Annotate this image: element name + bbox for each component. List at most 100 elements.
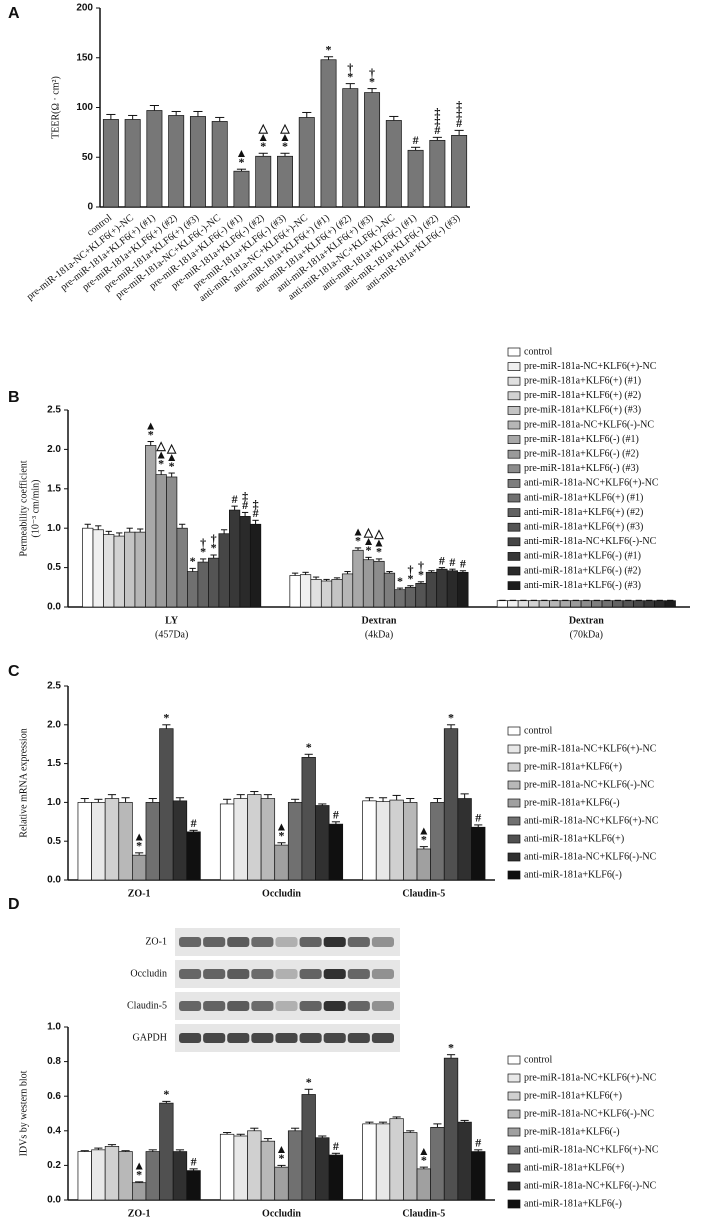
significance-marker: * bbox=[163, 711, 169, 725]
significance-marker: ‡ bbox=[434, 105, 440, 119]
y-tick-label: 0.8 bbox=[47, 1056, 61, 1067]
bar bbox=[362, 800, 377, 881]
bar bbox=[134, 531, 146, 608]
x-tick-label: Dextran bbox=[569, 615, 604, 626]
y-tick-label: 0.0 bbox=[47, 1195, 61, 1206]
bar bbox=[233, 1135, 248, 1201]
legend-label: anti-miR-181a-NC+KLF6(-)-NC bbox=[524, 851, 657, 862]
bar bbox=[496, 600, 509, 608]
significance-marker: # bbox=[191, 1155, 197, 1169]
blot-label: Claudin-5 bbox=[127, 1000, 167, 1011]
significance-marker: △ bbox=[279, 121, 290, 135]
legend-label: pre-miR-181a-NC+KLF6(+)-NC bbox=[524, 361, 657, 372]
significance-marker: ‡ bbox=[434, 114, 440, 128]
bar bbox=[233, 798, 248, 881]
significance-marker: △ bbox=[373, 527, 384, 541]
significance-marker: # bbox=[439, 553, 445, 567]
legend-label: pre-miR-181a-NC+KLF6(-)-NC bbox=[524, 1108, 654, 1119]
bar bbox=[443, 728, 459, 881]
blot-band bbox=[251, 1033, 274, 1043]
significance-marker: ▲ bbox=[276, 820, 288, 834]
y-tick-label: 100 bbox=[76, 102, 93, 113]
legend-label: anti-miR-181a-NC+KLF6(+)-NC bbox=[524, 478, 659, 489]
legend-swatch bbox=[507, 435, 521, 444]
x-tick-label: Occludin bbox=[262, 888, 301, 899]
significance-marker: * bbox=[421, 832, 427, 846]
x-tick-label: Claudin-5 bbox=[402, 1208, 445, 1219]
bar bbox=[612, 600, 624, 608]
bar bbox=[132, 1182, 147, 1201]
bar bbox=[375, 801, 391, 881]
bar bbox=[362, 1123, 377, 1201]
y-tick-label: 2.0 bbox=[47, 444, 61, 455]
blot-band bbox=[275, 1033, 298, 1043]
bar bbox=[172, 800, 188, 881]
bar bbox=[247, 794, 262, 881]
x-tick-label: ZO-1 bbox=[128, 888, 151, 899]
legend-swatch bbox=[507, 362, 521, 371]
blot-band bbox=[299, 937, 322, 947]
legend-label: pre-miR-181a+KLF6(+) (#1) bbox=[524, 375, 641, 386]
bar bbox=[436, 568, 448, 608]
bar bbox=[362, 559, 375, 608]
y-tick-label: 50 bbox=[82, 152, 94, 163]
bar bbox=[132, 854, 147, 881]
bar bbox=[364, 92, 381, 208]
bar bbox=[471, 826, 486, 881]
bar bbox=[187, 571, 199, 608]
legend-label: anti-miR-181a-NC+KLF6(-)-NC bbox=[524, 536, 657, 547]
panel-label: A bbox=[8, 5, 20, 22]
significance-marker: △ bbox=[258, 121, 269, 135]
legend-swatch bbox=[507, 391, 521, 401]
y-tick-label: 0.6 bbox=[47, 1091, 61, 1102]
legend-swatch bbox=[507, 1181, 521, 1191]
significance-marker: * bbox=[448, 711, 454, 725]
significance-marker: # bbox=[456, 116, 462, 130]
legend-swatch bbox=[507, 1109, 521, 1119]
legend-swatch bbox=[507, 1199, 521, 1209]
legend-swatch bbox=[507, 726, 521, 736]
bar bbox=[197, 561, 209, 608]
legend-swatch bbox=[507, 449, 521, 459]
bar bbox=[172, 1151, 188, 1201]
bar bbox=[416, 848, 431, 881]
bar bbox=[91, 1149, 106, 1201]
legend-label: pre-miR-181a+KLF6(-) (#2) bbox=[524, 448, 639, 459]
legend-label: anti-miR-181a+KLF6(+) (#3) bbox=[524, 521, 643, 532]
significance-marker: * bbox=[366, 543, 372, 557]
x-tick-label: LY bbox=[165, 615, 179, 626]
significance-marker: ‡ bbox=[242, 489, 248, 503]
legend-label: anti-miR-181a+KLF6(-) bbox=[524, 1198, 622, 1209]
legend-label: control bbox=[524, 1054, 553, 1065]
significance-marker: * bbox=[407, 571, 413, 585]
legend-swatch bbox=[507, 1091, 521, 1101]
bar bbox=[430, 802, 445, 881]
legend-label: anti-miR-181a+KLF6(-) bbox=[524, 869, 622, 880]
bar bbox=[457, 571, 469, 608]
blot-band bbox=[371, 969, 394, 979]
significance-marker: ▲ bbox=[279, 130, 291, 144]
bar bbox=[77, 1151, 92, 1201]
legend-swatch bbox=[507, 581, 521, 590]
bar bbox=[507, 600, 519, 608]
bar bbox=[328, 1154, 344, 1201]
bar bbox=[633, 600, 645, 608]
bar bbox=[403, 802, 418, 881]
y-axis-label: Relative mRNA expression bbox=[18, 728, 29, 837]
blot-band bbox=[275, 937, 298, 947]
blot-band bbox=[275, 1001, 298, 1011]
legend-label: control bbox=[524, 346, 553, 357]
bar bbox=[124, 119, 141, 208]
legend-swatch bbox=[507, 537, 521, 547]
significance-marker: † bbox=[347, 60, 353, 74]
legend-label: anti-miR-181a+KLF6(+) (#1) bbox=[524, 492, 643, 503]
bar bbox=[301, 1094, 316, 1201]
blot-band bbox=[227, 1033, 250, 1043]
significance-marker: * bbox=[448, 1040, 454, 1054]
bar bbox=[247, 1130, 262, 1201]
bar bbox=[92, 529, 104, 608]
y-tick-label: 0 bbox=[87, 202, 93, 213]
significance-marker: ▲ bbox=[373, 536, 385, 550]
bar bbox=[274, 844, 289, 881]
significance-marker: ▲ bbox=[363, 534, 375, 548]
